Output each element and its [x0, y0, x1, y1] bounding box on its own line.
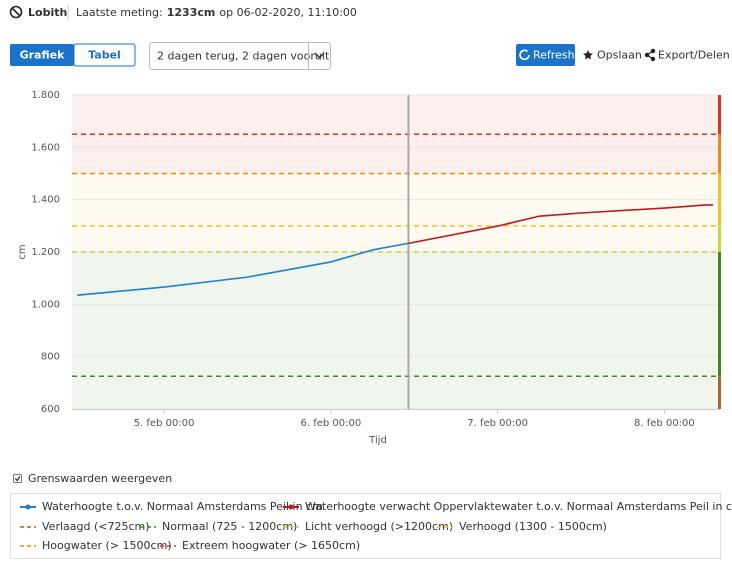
zone-background — [72, 173, 718, 252]
share-icon[interactable] — [644, 48, 656, 62]
y-tick-label: 1.400 — [31, 195, 60, 206]
location: Lobith — [28, 6, 67, 19]
refresh-label[interactable]: Refresh — [533, 49, 575, 62]
threshold-indicator — [718, 225, 721, 252]
export-label[interactable]: Export/Delen — [658, 49, 730, 62]
refresh-button[interactable] — [516, 44, 575, 66]
y-axis-title: cm — [17, 244, 28, 259]
x-axis-title: Tijd — [368, 435, 387, 446]
chart-tab-label[interactable]: Grafiek — [20, 49, 65, 62]
table-tab-label[interactable]: Tabel — [88, 49, 121, 62]
table-tab[interactable] — [73, 43, 136, 67]
period-label[interactable]: 2 dagen terug, 2 dagen vooruit — [157, 50, 330, 63]
save-label[interactable]: Opslaan — [597, 49, 642, 62]
y-tick-label: 800 — [41, 352, 60, 363]
chevron[interactable] — [314, 52, 325, 59]
legend-label: Extreem hoogwater (> 1650cm) — [182, 539, 360, 552]
location-icon — [9, 5, 23, 19]
legend-box — [10, 493, 721, 559]
last-label: Laatste meting: — [76, 6, 163, 19]
period-select[interactable] — [149, 42, 331, 70]
legend-label: Waterhoogte verwacht Oppervlaktewater t.… — [305, 500, 732, 513]
threshold-indicator — [718, 252, 721, 377]
x-tick-label: 6. feb 00:00 — [300, 418, 361, 429]
threshold-indicator — [718, 95, 721, 135]
x-tick-label: 5. feb 00:00 — [134, 418, 195, 429]
legend-label: Verlaagd (<725cm) — [42, 520, 150, 533]
star-icon[interactable] — [583, 50, 593, 60]
y-tick-label: 600 — [41, 404, 60, 415]
x-tick-label: 8. feb 00:00 — [634, 418, 695, 429]
legend-label: Licht verhoogd (>1200cm) — [305, 520, 453, 533]
series-line — [77, 242, 409, 296]
checkbox-label[interactable]: Grenswaarden weergeven — [28, 472, 172, 485]
y-tick-label: 1.000 — [31, 299, 60, 310]
refresh-icon[interactable] — [519, 49, 530, 61]
last-time: op 06-02-2020, 11:10:00 — [219, 6, 357, 19]
legend-label: Normaal (725 - 1200cm) — [162, 520, 297, 533]
threshold-indicator — [718, 173, 721, 226]
threshold-indicator — [718, 134, 721, 174]
chart-tab[interactable] — [10, 44, 74, 66]
legend-label: Hoogwater (> 1500cm) — [42, 539, 172, 552]
threshold-indicator — [718, 376, 721, 409]
checkmark[interactable] — [14, 476, 21, 482]
last-measurement: Laatste meting: 1233cm op 06-02-2020, 11:1… — [76, 6, 357, 19]
y-tick-label: 1.200 — [31, 247, 60, 258]
legend-label: Waterhoogte t.o.v. Normaal Amsterdams Pe… — [42, 500, 323, 513]
zone-background — [72, 95, 718, 174]
y-tick-label: 1.800 — [31, 90, 60, 101]
x-tick-label: 7. feb 00:00 — [467, 418, 528, 429]
last-value: 1233cm — [167, 6, 216, 19]
y-tick-label: 1.600 — [31, 142, 60, 153]
legend-label: Verhoogd (1300 - 1500cm) — [459, 520, 607, 533]
zone-background — [72, 252, 718, 409]
series-line — [408, 204, 714, 245]
legend-symbol — [25, 504, 31, 510]
legend-symbol — [288, 504, 294, 510]
